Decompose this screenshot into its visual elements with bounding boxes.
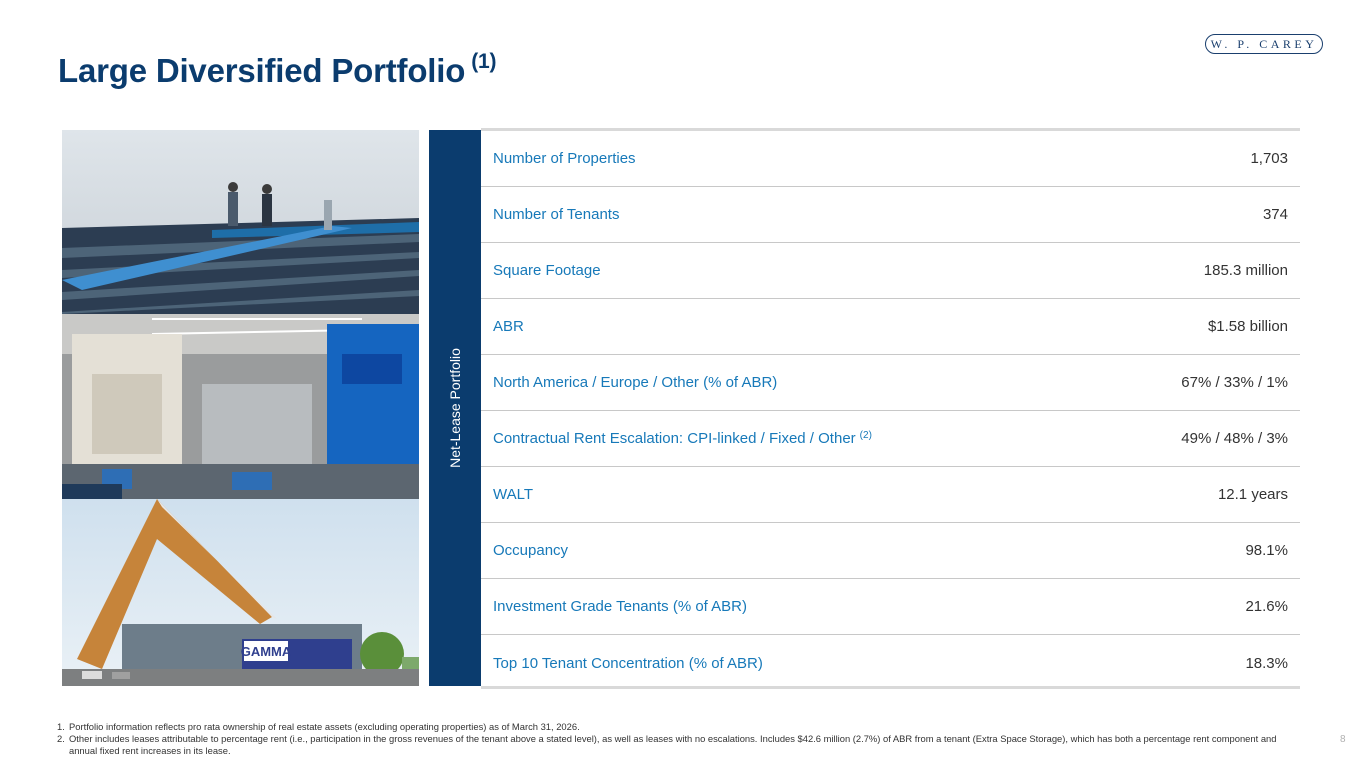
row-value: 1,703	[1250, 150, 1288, 167]
logo-text: W. P. CAREY	[1210, 36, 1318, 51]
row-value: $1.58 billion	[1207, 318, 1288, 335]
table-row: Number of Tenants 374	[481, 187, 1300, 243]
footnote-text: Other includes leases attributable to pe…	[69, 733, 1277, 756]
footnote-text: Portfolio information reflects pro rata …	[69, 721, 580, 732]
row-label: Number of Properties	[493, 150, 636, 167]
row-label: ABR	[493, 318, 524, 335]
table-row: Top 10 Tenant Concentration (% of ABR) 1…	[481, 635, 1300, 691]
row-value: 374	[1262, 206, 1288, 223]
footnotes: 1. Portfolio information reflects pro ra…	[57, 721, 1307, 757]
footnote-ref: (2)	[859, 430, 872, 441]
footnote-number: 1.	[57, 721, 65, 732]
footnote-number: 2.	[57, 733, 65, 744]
row-value: 98.1%	[1245, 542, 1288, 559]
rooftop-solar-photo	[62, 130, 419, 314]
title-footnote-ref: (1)	[471, 50, 497, 73]
table-row: ABR $1.58 billion	[481, 299, 1300, 355]
footnote-2: 2. Other includes leases attributable to…	[57, 733, 1307, 757]
gamma-store-photo: GAMMA	[62, 499, 419, 686]
row-label: Top 10 Tenant Concentration (% of ABR)	[493, 654, 763, 672]
row-label: Investment Grade Tenants (% of ABR)	[493, 598, 748, 615]
row-value: 18.3%	[1245, 654, 1288, 672]
row-value: 12.1 years	[1217, 486, 1288, 503]
table-row: Number of Properties 1,703	[481, 131, 1300, 187]
table-row: Investment Grade Tenants (% of ABR) 21.6…	[481, 579, 1300, 635]
company-logo: W. P. CAREY	[1205, 34, 1323, 54]
table-row: Square Footage 185.3 million	[481, 243, 1300, 299]
store-sign-text: GAMMA	[241, 644, 292, 659]
factory-interior-photo	[62, 314, 419, 499]
row-value: 21.6%	[1245, 598, 1288, 615]
page-title: Large Diversified Portfolio (1)	[58, 50, 497, 90]
row-label: WALT	[493, 486, 533, 503]
page-title-text: Large Diversified Portfolio	[58, 52, 466, 89]
table-row: WALT 12.1 years	[481, 467, 1300, 523]
net-lease-portfolio-label: Net-Lease Portfolio	[447, 348, 463, 468]
row-label-with-footnote: Contractual Rent Escalation: CPI-linked …	[493, 430, 872, 447]
table-row: Contractual Rent Escalation: CPI-linked …	[481, 411, 1300, 467]
row-label-text: Contractual Rent Escalation: CPI-linked …	[493, 430, 856, 447]
row-label: North America / Europe / Other (% of ABR…	[493, 374, 778, 391]
row-value: 49% / 48% / 3%	[1181, 430, 1288, 447]
photo-collage: GAMMA	[62, 130, 419, 686]
footnote-1: 1. Portfolio information reflects pro ra…	[57, 721, 1307, 733]
row-label: Occupancy	[493, 542, 569, 559]
net-lease-portfolio-band: Net-Lease Portfolio	[429, 130, 481, 686]
table-row: North America / Europe / Other (% of ABR…	[481, 355, 1300, 411]
table-row: Occupancy 98.1%	[481, 523, 1300, 579]
row-label: Square Footage	[493, 262, 601, 279]
row-label: Number of Tenants	[493, 206, 620, 223]
page-number: 8	[1340, 734, 1346, 745]
row-value: 67% / 33% / 1%	[1181, 374, 1288, 391]
row-value: 185.3 million	[1203, 262, 1288, 279]
portfolio-stats-table: Number of Properties 1,703 Number of Ten…	[481, 128, 1300, 689]
